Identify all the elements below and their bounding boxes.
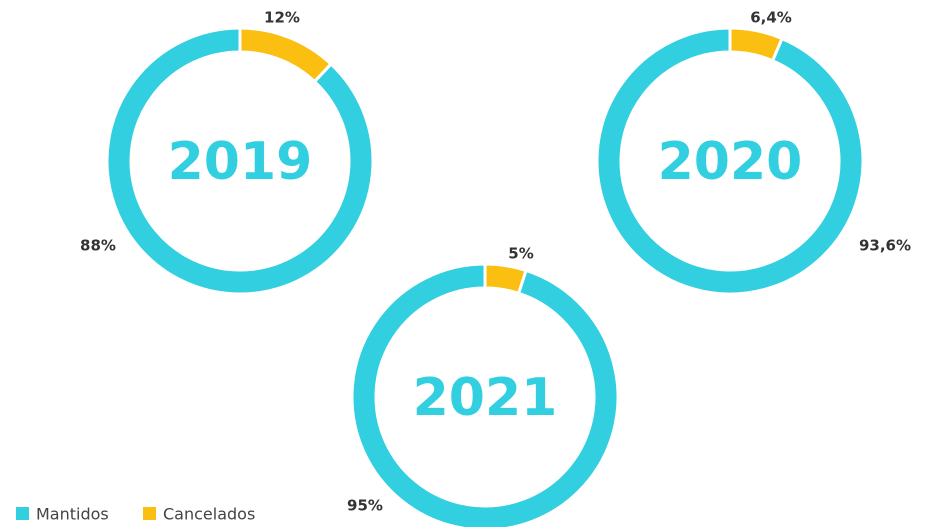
data-label: 88% [80,237,116,255]
donut-segment [105,26,375,296]
legend-label: Cancelados [163,505,255,524]
legend-label: Mantidos [36,505,109,524]
donut-segment [350,262,620,527]
data-label: 12% [264,9,300,27]
donut-center-label: 2021 [413,368,558,428]
legend-swatch [143,507,156,520]
data-label: 95% [347,497,383,515]
donut-segment [595,26,865,296]
donut-segment [238,26,334,84]
donut-center-label: 2019 [168,132,313,192]
data-label: 93,6% [859,237,911,255]
data-label: 6,4% [750,9,792,27]
legend-swatch [16,507,29,520]
donut-center-label: 2020 [658,132,803,192]
data-label: 5% [508,245,533,263]
